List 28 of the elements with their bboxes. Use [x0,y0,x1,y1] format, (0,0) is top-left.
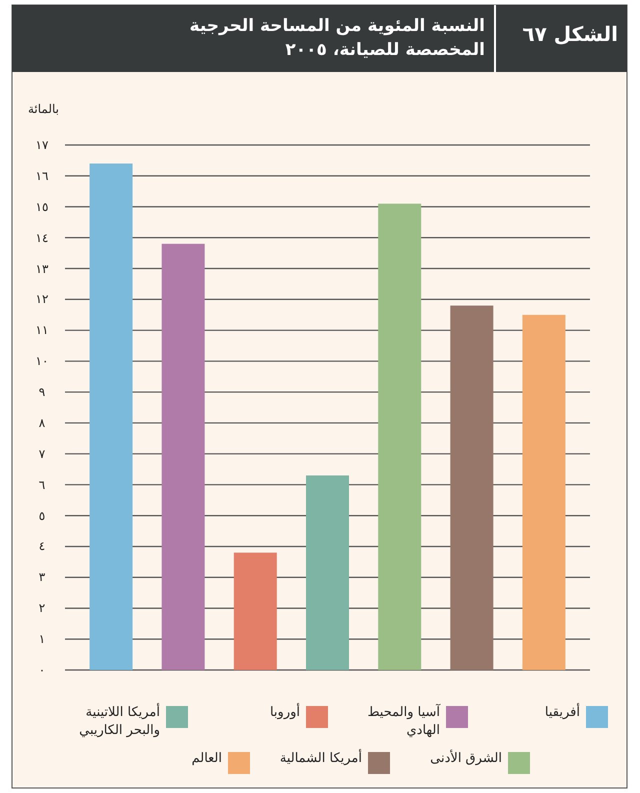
chart-title: النسبة المئوية من المساحة الحرجية المخصصة للصيانة، ٢٠٠٥ [188,15,485,62]
legend-label: أمريكا الشمالية [280,750,362,768]
y-tick-label: ١١ [34,322,50,340]
y-tick-label: ٨ [38,414,46,432]
y-tick-label: ٣ [38,569,46,586]
legend-label: أمريكا اللاتينية والبحر الكاريبي [78,704,160,740]
y-tick-label: ١٣ [34,260,50,278]
legend-label: العالم [192,750,222,768]
y-tick-label: ٩ [38,384,46,402]
y-tick-label: ١ [38,631,46,648]
y-tick-label: ١٠ [34,353,50,370]
y-tick-label: ١٧ [34,137,50,154]
legend-label: آسيا والمحيط الهادي [366,704,440,740]
y-tick-label: ١٥ [34,198,50,216]
y-axis-title: بالمائة [28,102,60,116]
y-tick-label: ١٢ [34,291,50,308]
y-tick-label: ٢ [38,600,46,618]
legend-label: أفريقيا [544,704,580,722]
text: الشكل ٦٧ [522,22,618,46]
y-tick-label: ٤ [38,538,46,556]
legend-label: الشرق الأدنى [430,750,502,768]
legend-label: أوروبا [270,704,300,722]
y-tick-label: ٥ [38,508,46,525]
y-tick-label: ٧ [38,446,46,463]
y-tick-label: ١٤ [34,230,50,247]
y-tick-label: ٠ [38,662,46,679]
y-tick-label: ٦ [38,476,46,494]
y-tick-label: ١٦ [34,168,50,185]
